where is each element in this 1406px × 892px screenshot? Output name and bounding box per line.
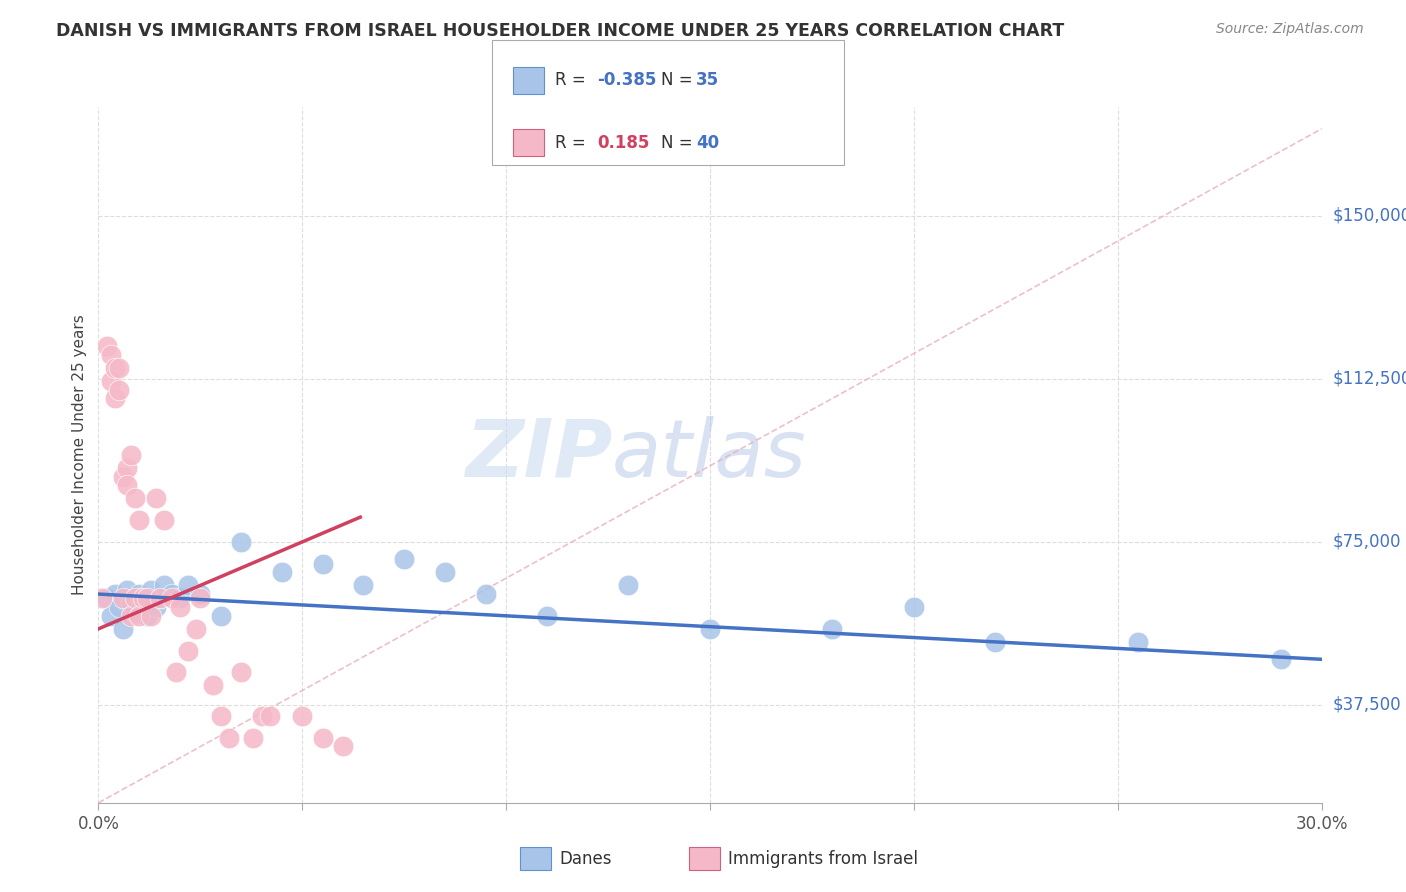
Point [100, 374, 122, 388]
Point [104, 392, 127, 406]
Point [108, 383, 131, 397]
Text: N =: N = [661, 71, 697, 89]
Text: DANISH VS IMMIGRANTS FROM ISRAEL HOUSEHOLDER INCOME UNDER 25 YEARS CORRELATION C: DANISH VS IMMIGRANTS FROM ISRAEL HOUSEHO… [56, 22, 1064, 40]
Point [821, 622, 844, 636]
Point [169, 591, 191, 606]
Point [124, 605, 146, 619]
Point [108, 600, 131, 615]
Point [124, 491, 146, 506]
Text: 35: 35 [696, 71, 718, 89]
Point [392, 552, 416, 566]
Point [1128, 635, 1150, 649]
Point [201, 678, 224, 692]
Point [259, 708, 281, 723]
Text: 40: 40 [696, 134, 718, 152]
Point [108, 361, 131, 376]
Point [186, 622, 208, 636]
Point [536, 608, 558, 623]
Point [209, 608, 232, 623]
Point [152, 578, 174, 592]
Point [270, 566, 294, 580]
Point [100, 608, 122, 623]
Point [169, 600, 191, 615]
Point [984, 635, 1007, 649]
Point [111, 622, 134, 636]
Text: Source: ZipAtlas.com: Source: ZipAtlas.com [1216, 22, 1364, 37]
Point [120, 608, 142, 623]
Point [136, 608, 159, 623]
Point [115, 461, 138, 475]
Point [617, 578, 640, 592]
Point [128, 608, 150, 623]
Point [474, 587, 498, 601]
Point [291, 708, 314, 723]
Point [145, 600, 167, 615]
Point [149, 591, 172, 606]
Point [160, 587, 183, 601]
Point [188, 591, 212, 606]
Point [115, 478, 138, 492]
Point [177, 643, 200, 657]
Point [352, 578, 374, 592]
Point [312, 557, 335, 571]
Text: Danes: Danes [560, 850, 612, 868]
Point [120, 448, 142, 462]
Text: R =: R = [555, 134, 592, 152]
Point [104, 361, 127, 376]
Point [188, 587, 212, 601]
Point [132, 591, 155, 606]
Point [177, 578, 200, 592]
Point [434, 566, 457, 580]
Point [124, 591, 146, 606]
Point [96, 339, 118, 353]
Text: 0.185: 0.185 [598, 134, 650, 152]
Point [165, 665, 187, 680]
Text: ZIP: ZIP [465, 416, 612, 494]
Text: Immigrants from Israel: Immigrants from Israel [728, 850, 918, 868]
Text: $37,500: $37,500 [1333, 696, 1402, 714]
Point [1270, 652, 1292, 666]
Point [312, 731, 335, 745]
Text: $75,000: $75,000 [1333, 533, 1402, 551]
Text: $112,500: $112,500 [1333, 370, 1406, 388]
Point [111, 469, 134, 483]
Point [115, 582, 138, 597]
Point [120, 596, 142, 610]
Point [100, 348, 122, 362]
Point [209, 708, 232, 723]
Point [141, 582, 163, 597]
Text: -0.385: -0.385 [598, 71, 657, 89]
Point [231, 534, 253, 549]
Text: N =: N = [661, 134, 697, 152]
Point [250, 708, 273, 723]
Text: R =: R = [555, 71, 592, 89]
Point [242, 731, 264, 745]
Point [149, 591, 172, 606]
Point [96, 591, 118, 606]
Text: $150,000: $150,000 [1333, 207, 1406, 225]
Point [231, 665, 253, 680]
Point [218, 731, 240, 745]
Text: atlas: atlas [612, 416, 807, 494]
Point [91, 591, 114, 606]
Point [128, 587, 150, 601]
Point [111, 591, 134, 606]
Point [145, 491, 167, 506]
Point [160, 591, 183, 606]
Point [132, 591, 155, 606]
Point [128, 513, 150, 527]
Point [141, 608, 163, 623]
Point [699, 622, 721, 636]
Point [903, 600, 925, 615]
Point [136, 591, 159, 606]
Y-axis label: Householder Income Under 25 years: Householder Income Under 25 years [72, 315, 87, 595]
Point [332, 739, 354, 754]
Point [152, 513, 174, 527]
Point [104, 587, 127, 601]
